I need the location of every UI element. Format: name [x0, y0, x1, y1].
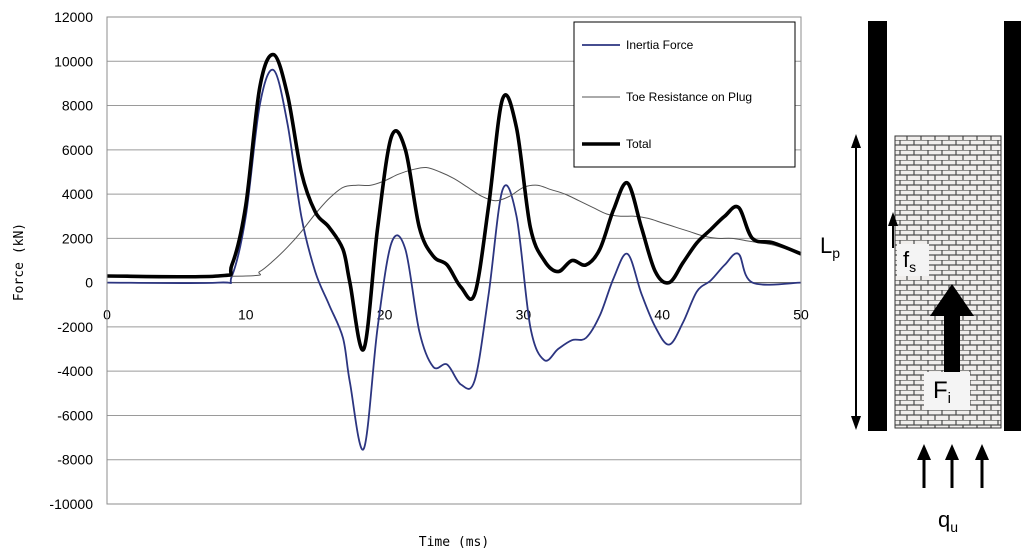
y-tick-label: -4000 [57, 363, 93, 379]
pile-wall-left [868, 21, 887, 431]
y-tick-label: -10000 [49, 496, 93, 512]
x-tick-label: 10 [238, 307, 254, 323]
force-time-chart: 12000 10000 8000 6000 4000 2000 0 -2000 -4000 -60… [12, 9, 809, 550]
legend-label: Toe Resistance on Plug [626, 90, 752, 104]
y-tick-label: 8000 [62, 98, 93, 114]
y-tick-label: -8000 [57, 452, 93, 468]
pile-plug-diagram: Lp fs Fi qu [820, 21, 1021, 535]
y-tick-label: 4000 [62, 186, 93, 202]
y-axis-label: Force (kN) [12, 223, 27, 301]
plot-frame [106, 16, 802, 505]
x-tick-labels: 0 10 20 30 40 50 [103, 307, 809, 323]
y-tick-label: -2000 [57, 319, 93, 335]
y-tick-label: 12000 [54, 9, 93, 25]
series-line-1 [106, 166, 802, 277]
y-tick-label: 0 [85, 275, 93, 291]
friction-arrow-right [1006, 214, 1016, 252]
series-line-2 [106, 52, 802, 352]
y-tick-label: -6000 [57, 407, 93, 423]
x-tick-label: 40 [654, 307, 670, 323]
base-pressure-label: qu [938, 507, 958, 535]
y-tick-label: 2000 [62, 230, 93, 246]
y-tick-label: 6000 [62, 142, 93, 158]
plug-length-arrow [851, 134, 861, 430]
inertia-force-arrow [930, 284, 974, 372]
base-pressure-arrows [917, 444, 989, 488]
y-tick-labels: 12000 10000 8000 6000 4000 2000 0 -2000 -4000 -60… [49, 9, 93, 512]
plug-length-label: Lp [820, 233, 840, 261]
inertia-label: Fi [933, 377, 951, 407]
friction-label-bg [897, 244, 929, 276]
legend-label: Inertia Force [626, 38, 694, 52]
inertia-label-bg [924, 372, 970, 410]
y-tick-label: 10000 [54, 53, 93, 69]
x-axis-label: Time (ms) [419, 535, 489, 550]
legend: Inertia Force Toe Resistance on Plug Total [573, 21, 796, 168]
legend-label: Total [626, 137, 651, 151]
series-lines [106, 52, 802, 451]
series-line-0 [106, 68, 802, 451]
friction-label: fs [903, 247, 916, 275]
friction-arrow-left [888, 212, 898, 248]
